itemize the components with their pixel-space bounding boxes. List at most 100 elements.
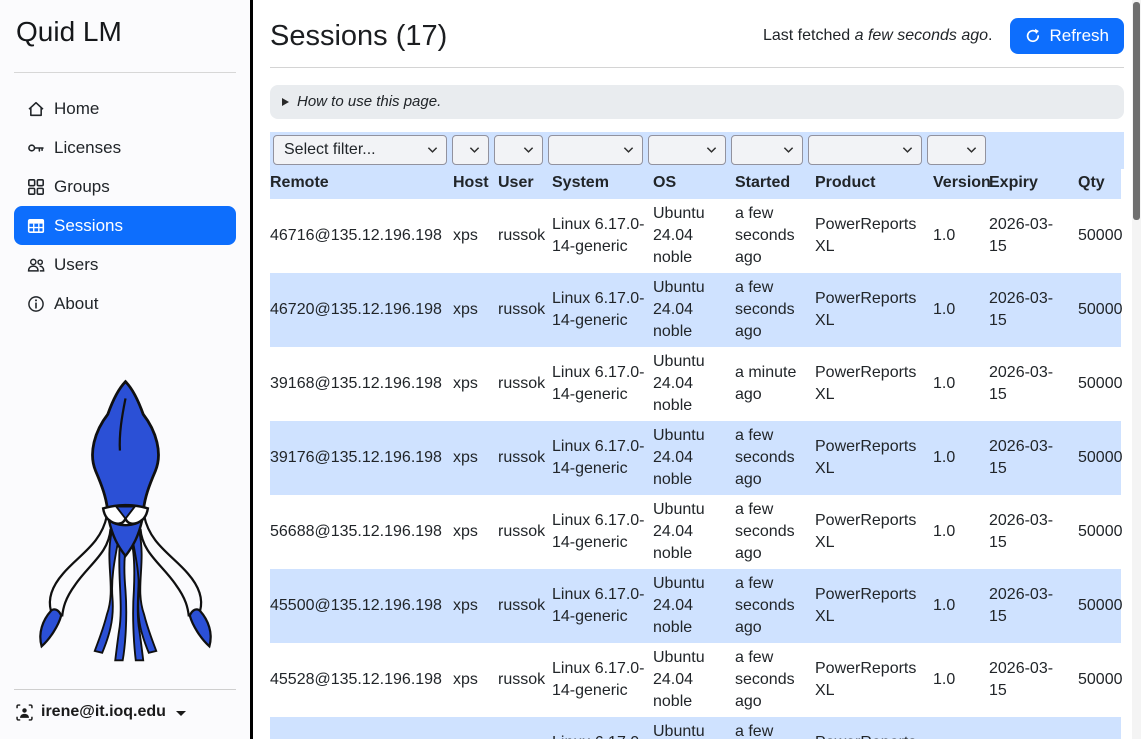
table-header-row: Remote Host User System OS Started Product Vers… — [270, 169, 1121, 199]
table-head: Remote Host User System OS Started Product Vers… — [270, 169, 1121, 199]
cell-qty: 50000 — [1078, 227, 1123, 244]
cell-host — [453, 717, 498, 739]
chevron-down-icon — [427, 146, 438, 154]
help-panel-summary[interactable]: How to use this page. — [282, 92, 1112, 112]
filter-select-host[interactable] — [452, 135, 489, 165]
account-email: irene@it.ioq.edu — [41, 703, 166, 720]
filter-select-os[interactable] — [648, 135, 726, 165]
sidebar-item-about[interactable]: About — [14, 284, 236, 323]
table-row: 45528@135.12.196.198 xps russok Linux 6.17.… — [270, 643, 1123, 717]
cell-host: xps — [453, 301, 478, 318]
table-row: 46720@135.12.196.198 xps russok Linux 6.17.… — [270, 273, 1123, 347]
filter-select-primary[interactable]: Select filter... — [273, 135, 447, 165]
scrollbar-thumb[interactable] — [1133, 2, 1140, 220]
disclosure-triangle-icon — [282, 98, 289, 106]
cell-product: PowerReports XL — [815, 216, 917, 255]
cell-product: PowerReports XL — [815, 364, 917, 403]
cell-version: 1.0 — [933, 301, 956, 318]
cell-version: 1.0 — [933, 227, 956, 244]
column-header-remote: Remote — [270, 169, 453, 199]
column-header-expiry: Expiry — [989, 169, 1078, 199]
sidebar-item-licenses[interactable]: Licenses — [14, 128, 236, 167]
cell-remote: 45500@135.12.196.198 — [270, 597, 442, 614]
cell-expiry: 2026-03-15 — [989, 512, 1054, 551]
chevron-down-icon — [706, 146, 717, 154]
cell-version — [933, 717, 989, 739]
header-divider — [270, 67, 1124, 68]
chevron-down-icon — [966, 146, 977, 154]
cell-remote: 39168@135.12.196.198 — [270, 375, 442, 392]
column-header-user: User — [498, 169, 552, 199]
main-content: Sessions (17) Last fetched a few seconds… — [253, 0, 1141, 739]
sidebar-divider — [14, 72, 236, 73]
column-header-qty: Qty — [1078, 169, 1121, 199]
cell-host: xps — [453, 449, 478, 466]
table-row: 39168@135.12.196.198 xps russok Linux 6.17.… — [270, 347, 1123, 421]
people-icon — [27, 256, 45, 274]
sidebar-item-users[interactable]: Users — [14, 245, 236, 284]
cell-started: a few seconds ago — [735, 501, 795, 562]
cell-expiry: 2026-03-15 — [989, 660, 1054, 699]
info-circle-icon — [27, 295, 45, 313]
cell-user: russok — [498, 301, 546, 318]
sidebar: Quid LM Home Licenses Groups — [0, 0, 253, 739]
cell-product: PowerReports XL — [815, 717, 933, 739]
home-icon — [27, 100, 45, 118]
refresh-button-label: Refresh — [1049, 26, 1109, 45]
filter-select-version[interactable] — [927, 135, 986, 165]
filter-select-started[interactable] — [731, 135, 803, 165]
sidebar-item-label: Home — [54, 99, 100, 118]
chevron-down-icon — [523, 146, 534, 154]
chevron-down-icon — [783, 146, 794, 154]
filter-select-product[interactable] — [808, 135, 922, 165]
column-header-host: Host — [453, 169, 498, 199]
table-row: 56688@135.12.196.198 xps russok Linux 6.17.… — [270, 495, 1123, 569]
cell-os: Ubuntu 24.04 noble — [653, 279, 705, 340]
cell-qty: 50000 — [1078, 597, 1123, 614]
filter-select-user[interactable] — [494, 135, 543, 165]
cell-os: Ubuntu 24.04 noble — [653, 723, 705, 739]
sidebar-item-groups[interactable]: Groups — [14, 167, 236, 206]
cell-version: 1.0 — [933, 597, 956, 614]
column-header-version: Version — [933, 169, 991, 199]
cell-user: russok — [498, 671, 546, 688]
cell-remote: 39176@135.12.196.198 — [270, 449, 442, 466]
chevron-down-icon — [902, 146, 913, 154]
table-body: 46716@135.12.196.198 xps russok Linux 6.17.… — [270, 199, 1123, 739]
cell-user: russok — [498, 449, 546, 466]
cell-system: Linux 6.17.0-14-generic — [552, 660, 645, 699]
last-fetched-value: a few seconds ago — [854, 27, 989, 44]
column-header-os: OS — [653, 169, 735, 199]
sidebar-item-home[interactable]: Home — [14, 89, 236, 128]
cell-product: PowerReports XL — [815, 586, 917, 625]
key-icon — [27, 139, 45, 157]
filter-bar: Select filter... — [270, 132, 1124, 169]
cell-expiry — [989, 717, 1078, 739]
cell-os: Ubuntu 24.04 noble — [653, 575, 705, 636]
column-header-product: Product — [815, 169, 933, 199]
account-menu[interactable]: irene@it.ioq.edu — [14, 689, 236, 725]
last-fetched-label: Last fetched — [762, 27, 851, 44]
cell-qty — [1078, 717, 1121, 739]
cell-remote: 45528@135.12.196.198 — [270, 671, 442, 688]
cell-os: Ubuntu 24.04 noble — [653, 205, 705, 266]
cell-os: Ubuntu 24.04 noble — [653, 649, 705, 710]
sidebar-item-label: Users — [54, 255, 99, 274]
scrollbar-track[interactable] — [1132, 0, 1141, 739]
cell-user: russok — [498, 523, 546, 540]
table-row: 46716@135.12.196.198 xps russok Linux 6.17.… — [270, 199, 1123, 273]
cell-remote: 56688@135.12.196.198 — [270, 523, 442, 540]
cell-host: xps — [453, 671, 478, 688]
cell-system: Linux 6.17.0-14-generic — [552, 216, 645, 255]
cell-qty: 50000 — [1078, 671, 1123, 688]
cell-started: a few seconds ago — [735, 723, 774, 739]
cell-expiry: 2026-03-15 — [989, 586, 1054, 625]
cell-qty: 50000 — [1078, 375, 1123, 392]
cell-product: PowerReports XL — [815, 512, 917, 551]
help-panel-title: How to use this page. — [297, 93, 442, 110]
filter-select-system[interactable] — [548, 135, 643, 165]
sidebar-item-sessions[interactable]: Sessions — [14, 206, 236, 245]
cell-product: PowerReports XL — [815, 290, 917, 329]
refresh-button[interactable]: Refresh — [1010, 18, 1124, 54]
last-fetched-period: . — [988, 27, 993, 44]
